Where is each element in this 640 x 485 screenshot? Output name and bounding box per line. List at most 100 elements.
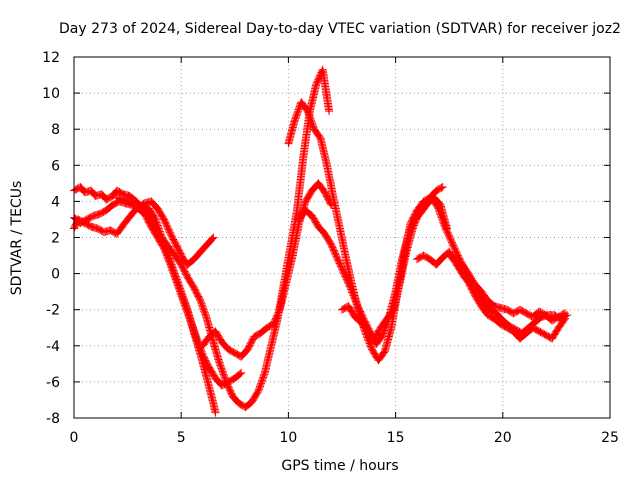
data-point-marker [554,310,568,321]
y-tick-label: 8 [51,122,60,138]
data-point-marker [503,323,517,335]
data-point-marker [415,202,429,217]
data-point-marker [548,313,562,325]
data-point-marker [160,244,174,268]
data-point-marker [402,225,417,256]
data-point-marker [112,186,126,198]
data-point-marker [496,320,510,331]
x-tick-label: 0 [70,430,79,446]
data-point-marker [432,254,446,269]
data-point-marker [211,327,226,345]
data-point-marker [340,269,354,291]
data-point-marker [250,329,264,341]
data-point-marker [256,324,270,338]
data-point-marker [320,229,335,248]
data-point-marker [346,284,361,307]
data-point-marker [370,325,384,343]
data-point-marker [282,253,297,287]
y-tick-label: -8 [46,411,60,427]
x-tick-label: 25 [601,430,619,446]
y-axis-label: SDTVAR / TECUs [9,181,25,296]
data-point-marker [434,204,449,230]
data-point-marker [248,388,262,406]
data-point-marker [314,179,328,196]
series-track-5 [198,179,336,361]
data-point-marker [485,305,500,317]
data-point-marker [198,350,213,371]
data-point-marker [230,369,245,383]
data-point-marker [209,338,224,367]
data-point-marker [374,348,388,365]
data-point-marker [119,211,135,229]
data-point-marker [102,192,116,204]
data-point-marker [548,325,562,343]
data-point-marker [211,408,220,417]
data-point-marker [241,398,255,412]
data-point-marker [179,296,194,322]
data-point-marker [483,311,497,322]
data-point-marker [254,370,269,395]
data-point-marker [477,302,491,318]
data-point-marker [428,193,442,212]
data-point-marker [380,325,395,356]
data-point-marker [76,216,90,228]
data-point-marker [350,312,365,326]
data-point-marker [323,161,338,201]
data-point-marker [228,392,243,407]
data-point-marker [196,241,210,256]
data-point-marker [224,345,238,357]
data-point-marker [516,330,530,343]
data-point-marker [531,313,545,327]
data-point-marker [205,363,219,381]
data-point-marker [301,206,315,219]
data-point-marker [344,302,359,320]
data-point-marker [335,224,350,262]
x-tick-label: 10 [279,430,297,446]
data-point-marker [383,307,397,323]
data-point-marker [440,222,455,244]
data-point-marker [284,117,299,148]
data-point-marker [389,280,404,314]
data-point-marker [479,298,493,313]
data-point-marker [185,314,200,340]
data-point-marker [237,368,246,377]
data-point-marker [145,204,159,223]
y-tick-label: -2 [46,303,60,319]
y-tick-label: -6 [46,375,60,391]
data-point-marker [183,256,197,269]
data-point-marker [314,222,328,237]
data-point-marker [458,269,472,286]
data-point-marker [451,255,465,268]
data-point-marker [490,314,504,328]
data-point-marker [445,251,459,263]
data-point-marker [222,377,236,399]
data-point-marker [432,183,446,195]
data-point-marker [164,242,178,259]
data-point-marker [297,98,311,114]
data-point-marker [160,215,174,237]
data-point-marker [301,187,316,206]
data-point-marker [477,287,491,304]
data-point-marker [190,284,204,304]
data-markers [70,65,572,417]
y-tick-label: 10 [42,86,60,102]
data-point-marker [260,343,275,377]
data-point-marker [483,296,498,310]
data-point-marker [196,296,211,322]
data-point-marker [492,309,506,324]
data-point-marker [516,305,530,317]
data-point-marker [269,307,284,329]
chart-title: Day 273 of 2024, Sidereal Day-to-day VTE… [59,21,621,37]
data-point-marker [263,320,277,332]
data-point-marker [560,309,569,318]
data-point-marker [166,229,181,250]
data-point-marker [528,323,542,335]
data-point-marker [470,291,485,309]
data-point-marker [147,197,161,212]
data-point-marker [190,249,204,264]
data-point-marker [82,212,96,224]
series-track-2 [70,197,218,269]
data-point-marker [395,249,410,287]
data-point-marker [217,338,232,353]
